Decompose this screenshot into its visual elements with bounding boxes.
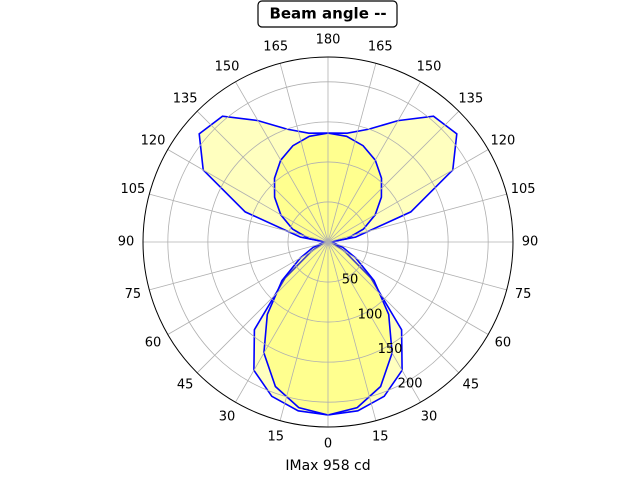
grid-spoke [327, 149, 489, 243]
grid-spoke [149, 193, 329, 243]
grid-spoke [279, 63, 329, 243]
chart-title: Beam angle -- [269, 5, 386, 23]
polar-frame [142, 56, 514, 428]
angle-tick-label: 150 [417, 60, 442, 75]
angle-tick-label: 165 [263, 39, 288, 54]
angle-tick-label: 120 [491, 134, 516, 149]
angle-tick-label: 105 [511, 182, 536, 197]
grid-spoke [235, 81, 329, 243]
grid-spoke [235, 241, 329, 403]
grid-spoke [327, 241, 377, 421]
angle-tick-label: 30 [421, 409, 438, 424]
angle-tick-label: 30 [219, 409, 236, 424]
angle-tick-label: 45 [463, 377, 480, 392]
angle-tick-label: 15 [372, 430, 389, 445]
grid-spoke [327, 110, 460, 243]
grid-spoke [196, 241, 329, 374]
angle-tick-label: 105 [120, 182, 145, 197]
grid-spoke [327, 241, 507, 291]
grid-spoke [327, 241, 421, 403]
angle-tick-label: 75 [125, 287, 142, 302]
angle-tick-label: 120 [141, 134, 166, 149]
grid-spoke [167, 149, 329, 243]
angle-tick-label: 60 [495, 336, 512, 351]
grid-spoke [196, 110, 329, 243]
angle-tick-label: 90 [118, 235, 135, 250]
angle-tick-label: 15 [267, 430, 284, 445]
grid-spoke [327, 81, 421, 243]
radial-tick-label: 200 [398, 377, 423, 392]
grid-spoke [149, 241, 329, 291]
grid-spoke [327, 241, 460, 374]
angle-tick-label: 90 [522, 235, 539, 250]
grid-spoke [327, 241, 489, 335]
angle-tick-label: 45 [177, 377, 194, 392]
grid-spoke [279, 241, 329, 421]
radial-tick-label: 50 [342, 273, 359, 288]
angle-tick-label: 180 [316, 33, 341, 48]
angle-tick-label: 0 [324, 437, 332, 452]
grid-spoke [327, 193, 507, 243]
grid-spoke [327, 63, 377, 243]
angle-tick-label: 135 [458, 92, 483, 107]
angle-tick-label: 165 [368, 39, 393, 54]
title-box [257, 0, 398, 28]
grid-spoke [167, 241, 329, 335]
x-axis-label: IMax 958 cd [285, 458, 370, 474]
angle-tick-label: 135 [173, 92, 198, 107]
angle-tick-label: 150 [215, 60, 240, 75]
radial-tick-label: 100 [358, 307, 383, 322]
angle-tick-label: 60 [145, 336, 162, 351]
radial-tick-label: 150 [378, 342, 403, 357]
angle-tick-label: 75 [515, 287, 532, 302]
